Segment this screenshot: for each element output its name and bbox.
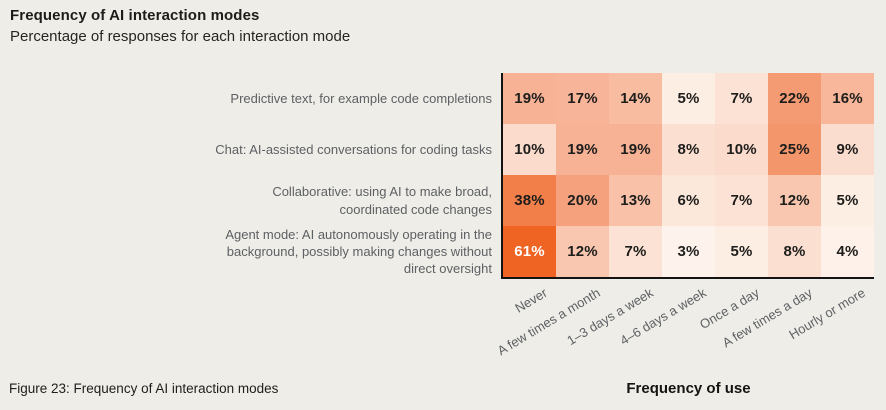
figure-caption: Figure 23: Frequency of AI interaction m… — [9, 381, 279, 396]
heatmap-cell: 61% — [503, 226, 556, 277]
row-label: Chat: AI-assisted conversations for codi… — [215, 141, 492, 157]
heatmap-cell: 12% — [768, 175, 821, 226]
row-label: Predictive text, for example code comple… — [230, 90, 492, 106]
heatmap-cell: 38% — [503, 175, 556, 226]
heatmap-cell: 8% — [662, 124, 715, 175]
row-label: Collaborative: using AI to make broad, c… — [272, 184, 492, 217]
heatmap-cell: 13% — [609, 175, 662, 226]
heatmap-cell: 3% — [662, 226, 715, 277]
heatmap-cell: 10% — [503, 124, 556, 175]
heatmap-cell: 22% — [768, 73, 821, 124]
heatmap-cell: 6% — [662, 175, 715, 226]
heatmap-cell: 5% — [821, 175, 874, 226]
heatmap-cell: 5% — [662, 73, 715, 124]
heatmap-grid: 19% 17% 14% 5% 7% 22% 16% 10% 19% 19% 8% 10% 25% 9% 38… — [501, 73, 874, 279]
heatmap-cell: 10% — [715, 124, 768, 175]
column-labels: Never A few times a month 1–3 days a week 4… — [0, 285, 886, 365]
heatmap-cell: 7% — [715, 73, 768, 124]
heatmap-cell: 4% — [821, 226, 874, 277]
chart-subtitle: Percentage of responses for each interac… — [10, 28, 351, 45]
chart-title: Frequency of AI interaction modes — [10, 7, 260, 24]
heatmap-cell: 25% — [768, 124, 821, 175]
heatmap-cell: 12% — [556, 226, 609, 277]
heatmap-cell: 9% — [821, 124, 874, 175]
heatmap-cell: 20% — [556, 175, 609, 226]
heatmap-cell: 7% — [609, 226, 662, 277]
row-labels: Predictive text, for example code comple… — [120, 73, 492, 277]
x-axis-title: Frequency of use — [626, 380, 751, 397]
heatmap-cell: 8% — [768, 226, 821, 277]
heatmap-cell: 19% — [609, 124, 662, 175]
heatmap-cell: 5% — [715, 226, 768, 277]
heatmap-cell: 19% — [556, 124, 609, 175]
heatmap-cell: 7% — [715, 175, 768, 226]
heatmap-cell: 16% — [821, 73, 874, 124]
row-label: Agent mode: AI autonomously operating in… — [225, 226, 492, 277]
heatmap-cell: 19% — [503, 73, 556, 124]
heatmap-cell: 14% — [609, 73, 662, 124]
heatmap-cell: 17% — [556, 73, 609, 124]
